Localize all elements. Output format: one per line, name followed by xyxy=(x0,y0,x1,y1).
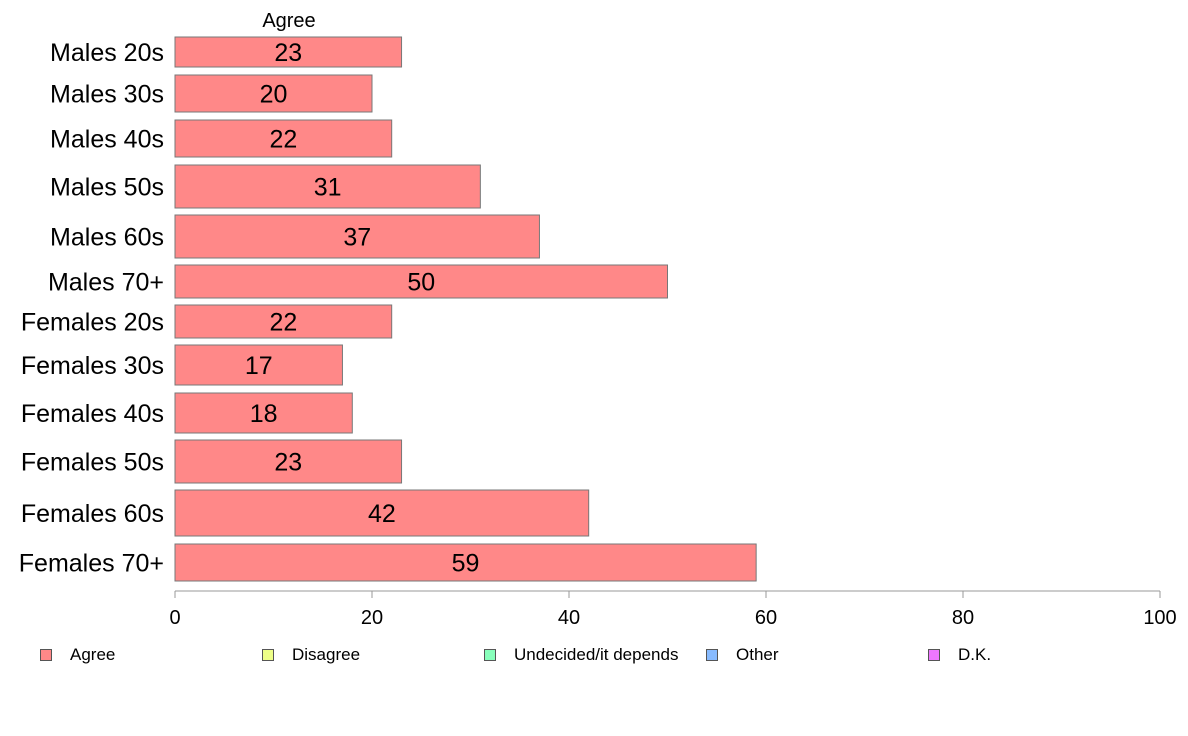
x-tick-label-100: 100 xyxy=(1143,607,1176,629)
bar-females-60s xyxy=(174,489,590,537)
bar-males-70plus xyxy=(174,264,668,299)
legend-label-undecided: Undecided/it depends xyxy=(514,645,679,664)
legend-item-disagree: Disagree xyxy=(262,645,360,665)
bar-females-70plus xyxy=(174,543,757,582)
category-label-males-50s: Males 50s xyxy=(50,174,164,202)
legend-swatch-disagree xyxy=(262,649,274,661)
data-label-females-50s: 23 xyxy=(274,449,302,477)
category-label-males-30s: Males 30s xyxy=(50,81,164,109)
category-label-males-20s: Males 20s xyxy=(50,39,164,67)
legend-item-other: Other xyxy=(706,645,779,665)
data-label-males-50s: 31 xyxy=(314,174,342,202)
legend-item-undecided: Undecided/it depends xyxy=(484,645,678,665)
data-label-males-30s: 20 xyxy=(260,81,288,109)
legend-label-agree: Agree xyxy=(70,645,116,664)
bar-males-20s xyxy=(174,36,403,68)
legend-label-dk: D.K. xyxy=(958,645,992,664)
data-label-males-20s: 23 xyxy=(274,39,302,67)
bar-males-30s xyxy=(174,74,373,113)
data-label-females-60s: 42 xyxy=(368,500,396,528)
legend-item-agree: Agree xyxy=(40,645,115,665)
bar-females-30s xyxy=(174,344,343,386)
category-label-females-50s: Females 50s xyxy=(21,449,164,477)
bar-males-40s xyxy=(174,119,393,158)
legend-swatch-dk xyxy=(928,649,940,661)
data-label-males-40s: 22 xyxy=(269,126,297,154)
legend-swatch-other xyxy=(706,649,718,661)
category-label-males-70plus: Males 70+ xyxy=(48,269,164,297)
x-tick-label-20: 20 xyxy=(361,607,383,629)
data-label-females-20s: 22 xyxy=(269,309,297,337)
category-labels: Males 20s Males 30s Males 40s Males 50s Male… xyxy=(19,39,164,578)
x-axis: 0 20 40 60 80 100 xyxy=(169,590,1177,629)
x-tick-label-0: 0 xyxy=(169,607,180,629)
category-label-females-20s: Females 20s xyxy=(21,309,164,337)
data-label-females-40s: 18 xyxy=(250,400,278,428)
legend-swatch-agree xyxy=(40,649,52,661)
category-label-females-30s: Females 30s xyxy=(21,352,164,380)
data-label-males-70plus: 50 xyxy=(407,269,435,297)
legend-label-disagree: Disagree xyxy=(292,645,361,664)
column-header: Agree xyxy=(262,10,315,32)
data-label-females-70plus: 59 xyxy=(452,550,480,578)
bar-females-40s xyxy=(174,392,353,434)
category-label-males-60s: Males 60s xyxy=(50,224,164,252)
category-label-females-60s: Females 60s xyxy=(21,500,164,528)
legend-label-other: Other xyxy=(736,645,779,664)
legend-item-dk: D.K. xyxy=(928,645,991,665)
bar-females-50s xyxy=(174,439,403,484)
bar-males-60s xyxy=(174,214,540,259)
category-label-males-40s: Males 40s xyxy=(50,126,164,154)
data-label-females-30s: 17 xyxy=(245,352,273,380)
legend: Agree Disagree Undecided/it depends Othe… xyxy=(0,645,1188,669)
category-label-females-70plus: Females 70+ xyxy=(19,550,164,578)
bar-males-50s xyxy=(174,164,481,209)
x-tick-label-60: 60 xyxy=(755,607,777,629)
legend-swatch-undecided xyxy=(484,649,496,661)
x-tick-label-40: 40 xyxy=(558,607,580,629)
bar-females-20s xyxy=(174,304,393,339)
data-label-males-60s: 37 xyxy=(343,224,371,252)
x-tick-label-80: 80 xyxy=(952,607,974,629)
category-label-females-40s: Females 40s xyxy=(21,400,164,428)
